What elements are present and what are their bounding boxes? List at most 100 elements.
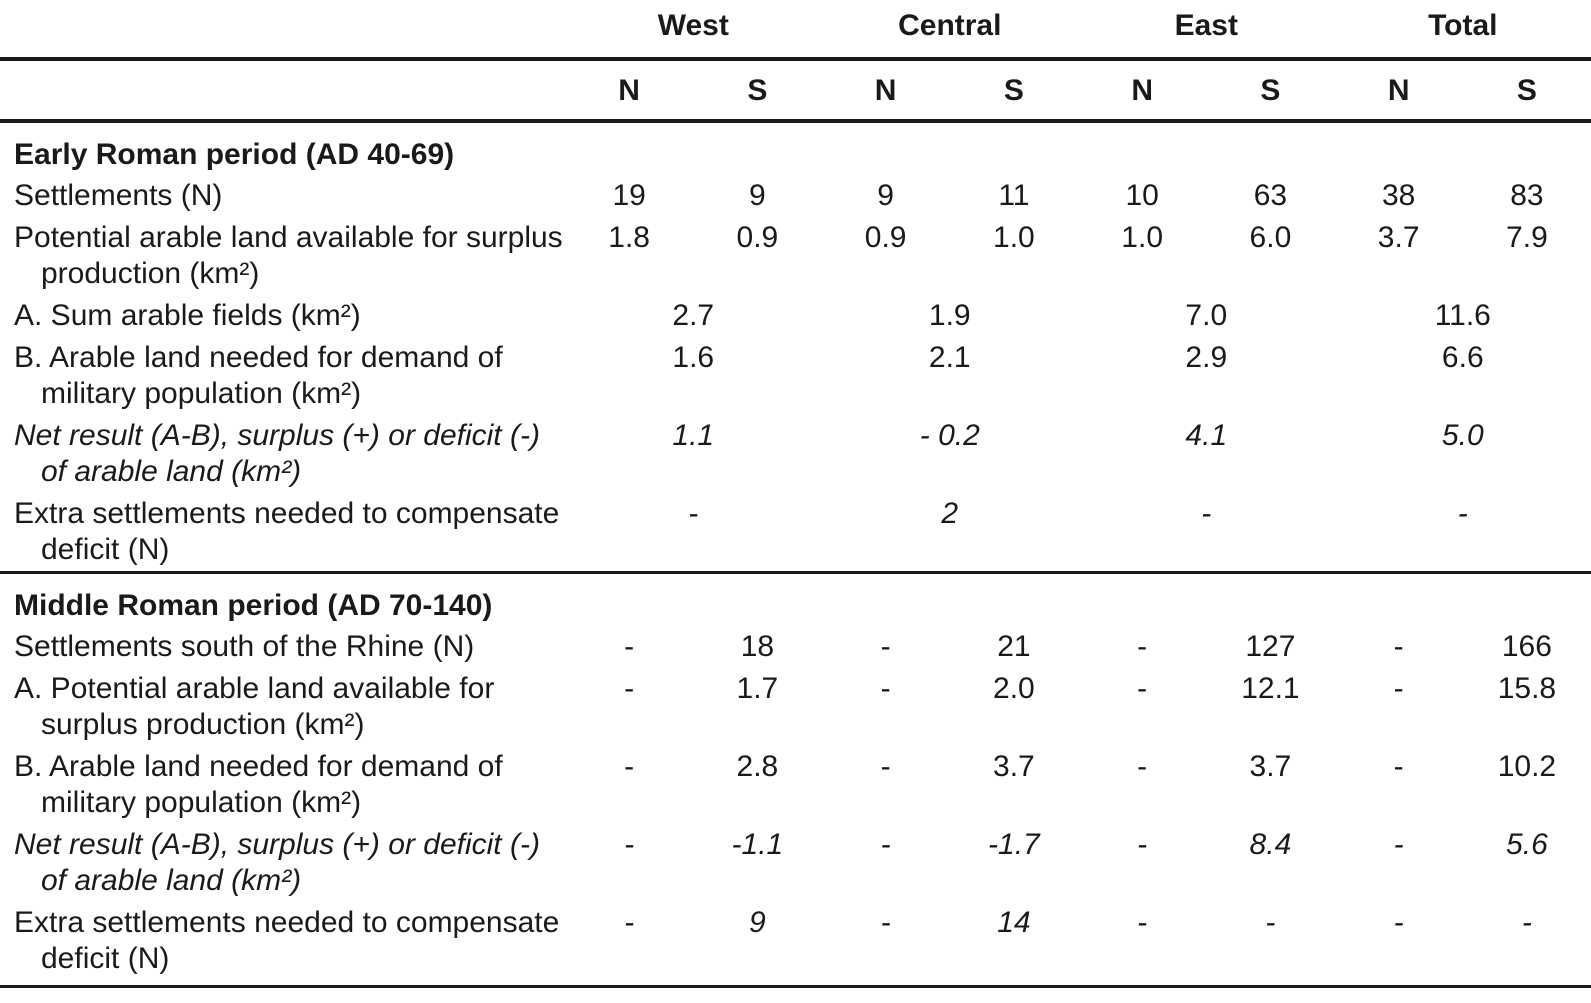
data-cell: 10.2 xyxy=(1497,750,1557,783)
data-cell: - xyxy=(880,750,891,783)
data-cell: 1.8 xyxy=(608,221,650,254)
data-cell: - xyxy=(624,828,635,861)
section-header-row: Early Roman period (AD 40-69) xyxy=(0,121,1591,175)
section-title-middle-roman: Middle Roman period (AD 70-140) xyxy=(0,571,1591,626)
row-label: A. Potential arable land available for s… xyxy=(14,672,495,741)
data-cell: 5.6 xyxy=(1506,828,1548,861)
row-label: Extra settlements needed to compensate d… xyxy=(0,902,565,988)
row-label: B. Arable land needed for demand of mili… xyxy=(14,341,503,410)
data-cell: 12.1 xyxy=(1241,672,1300,705)
data-cell: 1.0 xyxy=(1121,221,1164,254)
data-cell: 9 xyxy=(693,902,822,988)
data-cell: 1.0 xyxy=(993,221,1035,254)
data-cell: 18 xyxy=(740,630,775,663)
data-cell: - xyxy=(624,750,635,783)
data-cell: - xyxy=(1334,902,1463,988)
data-cell: 6.0 xyxy=(1249,221,1292,254)
data-cell: - xyxy=(880,630,891,663)
data-cell: 2.7 xyxy=(672,299,715,332)
col-header-west-n: N xyxy=(565,59,694,123)
data-cell: - xyxy=(688,497,699,530)
data-cell: 3.7 xyxy=(993,750,1035,783)
data-cell: 9 xyxy=(877,179,894,212)
data-cell: - xyxy=(1393,630,1404,663)
col-header-total-n: N xyxy=(1334,59,1463,123)
region-header-central: Central xyxy=(821,0,1079,61)
data-cell: - xyxy=(1462,902,1591,988)
data-cell: 2.8 xyxy=(736,750,779,783)
data-cell: 7.9 xyxy=(1506,221,1548,254)
row-label: Settlements (N) xyxy=(14,179,223,212)
region-header-row: West Central East Total xyxy=(0,0,1591,61)
data-cell: 7.0 xyxy=(1185,299,1228,332)
data-cell: -1.7 xyxy=(988,828,1040,861)
data-cell: 21 xyxy=(997,630,1031,663)
data-cell: - xyxy=(1137,828,1148,861)
row-label: Extra settlements needed to compensate d… xyxy=(14,497,560,566)
table-row-extra-settlements: Extra settlements needed to compensate d… xyxy=(0,493,1591,573)
data-cell: - xyxy=(1206,902,1335,988)
col-header-total-s: S xyxy=(1462,59,1591,123)
data-cell: - 0.2 xyxy=(919,419,980,452)
row-label: A. Sum arable fields (km²) xyxy=(14,299,361,332)
data-cell: 2.1 xyxy=(928,341,971,374)
data-cell: - xyxy=(624,630,635,663)
data-cell: 38 xyxy=(1381,179,1416,212)
col-header-central-n: N xyxy=(821,59,950,123)
data-cell: - xyxy=(821,902,950,988)
table-row-potential-arable: Potential arable land available for surp… xyxy=(0,217,1591,295)
data-cell: 8.4 xyxy=(1249,828,1292,861)
data-cell: 2 xyxy=(941,497,959,530)
col-header-east-s: S xyxy=(1206,59,1335,123)
data-cell: - xyxy=(880,828,891,861)
data-cell: 3.7 xyxy=(1249,750,1292,783)
col-header-central-s: S xyxy=(949,59,1079,123)
data-cell: 83 xyxy=(1510,179,1544,212)
subheader-row: N S N S N S N S xyxy=(0,59,1591,123)
table-row-arable-needed-middle: B. Arable land needed for demand of mili… xyxy=(0,746,1591,824)
data-cell: 0.9 xyxy=(864,221,907,254)
data-cell: 1.1 xyxy=(672,419,715,452)
table-row-arable-needed: B. Arable land needed for demand of mili… xyxy=(0,337,1591,415)
data-cell: 19 xyxy=(612,179,646,212)
row-label: B. Arable land needed for demand of mili… xyxy=(14,750,503,819)
data-cell: - xyxy=(1393,828,1404,861)
row-label: Settlements south of the Rhine (N) xyxy=(14,630,475,663)
row-label: Net result (A-B), surplus (+) or deficit… xyxy=(14,828,540,897)
corner-cell xyxy=(0,59,565,123)
section-title-early-roman: Early Roman period (AD 40-69) xyxy=(14,138,455,171)
col-header-east-n: N xyxy=(1078,59,1207,123)
section-header-row: Middle Roman period (AD 70-140) xyxy=(0,571,1591,626)
data-cell: 63 xyxy=(1253,179,1288,212)
data-cell: 14 xyxy=(949,902,1079,988)
data-cell: - xyxy=(565,902,694,988)
row-label: Net result (A-B), surplus (+) or deficit… xyxy=(14,419,540,488)
table-row-net-result: Net result (A-B), surplus (+) or deficit… xyxy=(0,415,1591,493)
data-cell: - xyxy=(1393,672,1404,705)
data-cell: 9 xyxy=(749,179,766,212)
region-header-total: Total xyxy=(1334,0,1591,61)
data-cell: - xyxy=(1201,497,1212,530)
data-cell: - xyxy=(1078,902,1207,988)
data-cell: - xyxy=(1137,750,1148,783)
table-row-net-result-middle: Net result (A-B), surplus (+) or deficit… xyxy=(0,824,1591,902)
data-cell: - xyxy=(624,672,635,705)
data-cell: 1.6 xyxy=(672,341,715,374)
data-cell: 5.0 xyxy=(1441,419,1484,452)
data-cell: 11.6 xyxy=(1434,299,1491,332)
data-cell: 127 xyxy=(1245,630,1296,663)
table-row-settlements-south: Settlements south of the Rhine (N) - 18 … xyxy=(0,626,1591,668)
corner-cell xyxy=(0,0,565,61)
table-row-potential-arable-middle: A. Potential arable land available for s… xyxy=(0,668,1591,746)
data-cell: 166 xyxy=(1501,630,1552,663)
data-cell: 2.0 xyxy=(993,672,1035,705)
data-cell: - xyxy=(1137,630,1148,663)
data-cell: - xyxy=(1457,497,1468,530)
row-label: Potential arable land available for surp… xyxy=(14,221,563,290)
data-cell: 1.9 xyxy=(928,299,971,332)
data-cell: -1.1 xyxy=(731,828,784,861)
data-cell: 11 xyxy=(998,179,1030,212)
data-cell: - xyxy=(880,672,891,705)
region-header-west: West xyxy=(565,0,822,61)
